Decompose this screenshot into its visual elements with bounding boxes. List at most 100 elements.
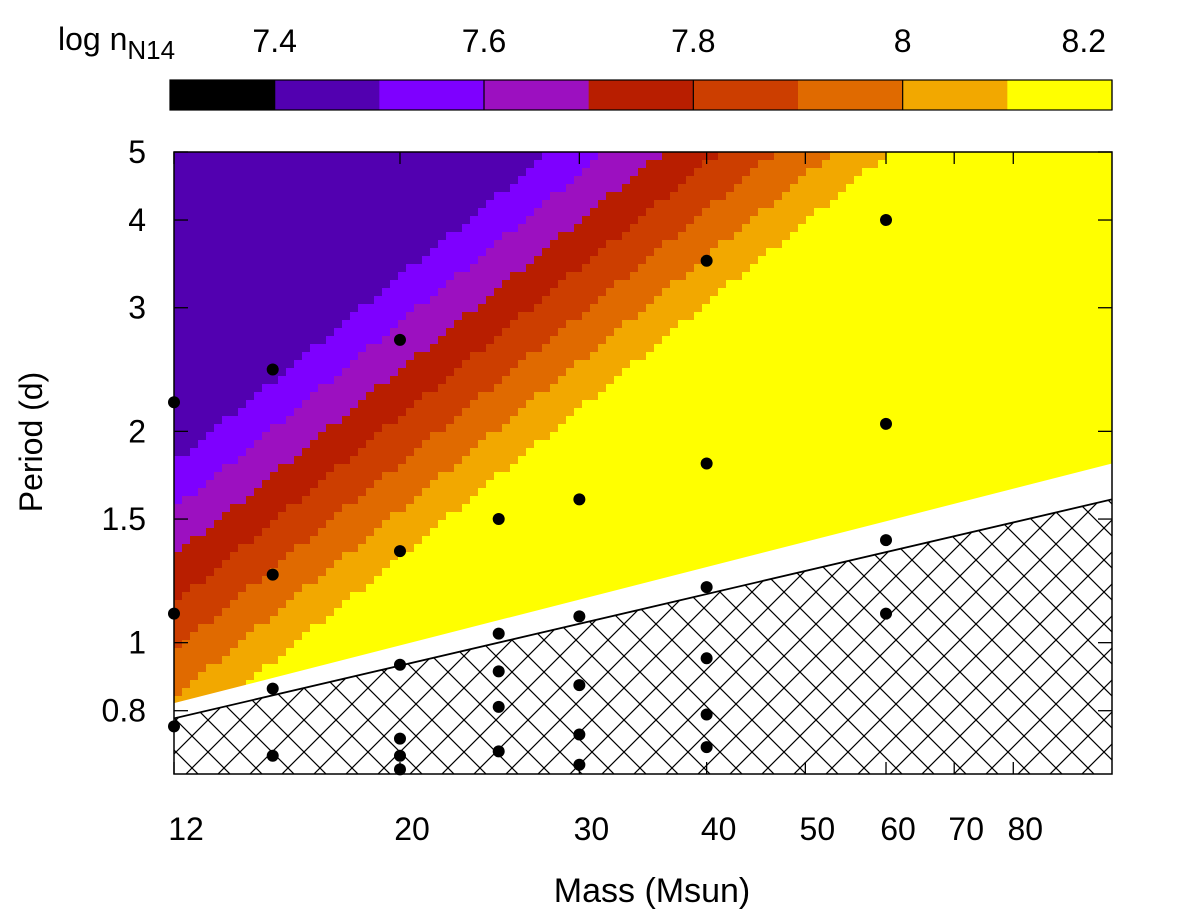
heatmap-cell bbox=[486, 400, 495, 409]
heatmap-cell bbox=[398, 416, 407, 425]
heatmap-cell bbox=[190, 256, 199, 265]
heatmap-cell bbox=[510, 496, 519, 505]
heatmap-cell bbox=[678, 296, 687, 305]
heatmap-cell bbox=[246, 432, 255, 441]
heatmap-cell bbox=[294, 168, 303, 177]
heatmap-cell bbox=[438, 352, 447, 361]
heatmap-cell bbox=[214, 296, 223, 305]
heatmap-cell bbox=[534, 336, 543, 345]
heatmap-cell bbox=[182, 664, 191, 673]
heatmap-cell bbox=[630, 368, 639, 377]
heatmap-cell bbox=[206, 656, 215, 665]
heatmap-cell bbox=[334, 280, 343, 289]
heatmap-cell bbox=[534, 240, 543, 249]
heatmap-cell bbox=[182, 232, 191, 241]
heatmap-cell bbox=[590, 456, 599, 465]
heatmap-cell bbox=[558, 168, 567, 177]
heatmap-cell bbox=[558, 568, 567, 577]
heatmap-cell bbox=[654, 240, 663, 249]
heatmap-cell bbox=[670, 368, 679, 377]
heatmap-cell bbox=[358, 624, 367, 633]
heatmap-cell bbox=[502, 456, 511, 465]
heatmap-cell bbox=[510, 416, 519, 425]
heatmap-cell bbox=[406, 544, 415, 553]
heatmap-cell bbox=[614, 344, 623, 353]
heatmap-cell bbox=[614, 216, 623, 225]
heatmap-cell bbox=[414, 272, 423, 281]
heatmap-cell bbox=[678, 408, 687, 417]
heatmap-cell bbox=[638, 216, 647, 225]
heatmap-cell bbox=[342, 440, 351, 449]
heatmap-cell bbox=[638, 408, 647, 417]
heatmap-cell bbox=[270, 592, 279, 601]
heatmap-cell bbox=[654, 376, 663, 385]
heatmap-cell bbox=[318, 576, 327, 585]
heatmap-cell bbox=[638, 368, 647, 377]
heatmap-cell bbox=[326, 400, 335, 409]
heatmap-cell bbox=[486, 608, 495, 617]
heatmap-cell bbox=[670, 464, 679, 473]
heatmap-cell bbox=[678, 320, 687, 329]
heatmap-cell bbox=[614, 568, 623, 577]
heatmap-cell bbox=[174, 152, 183, 161]
heatmap-cell bbox=[382, 512, 391, 521]
heatmap-cell bbox=[294, 336, 303, 345]
heatmap-cell bbox=[478, 344, 487, 353]
heatmap-cell bbox=[494, 296, 503, 305]
heatmap-cell bbox=[286, 568, 295, 577]
heatmap-cell bbox=[630, 448, 639, 457]
heatmap-cell bbox=[350, 448, 359, 457]
heatmap-cell bbox=[198, 448, 207, 457]
heatmap-cell bbox=[518, 336, 527, 345]
heatmap-cell bbox=[214, 648, 223, 657]
heatmap-cell bbox=[406, 240, 415, 249]
heatmap-cell bbox=[286, 448, 295, 457]
heatmap-cell bbox=[478, 616, 487, 625]
heatmap-cell bbox=[270, 672, 279, 681]
heatmap-cell bbox=[590, 520, 599, 529]
heatmap-cell bbox=[414, 592, 423, 601]
heatmap-cell bbox=[238, 392, 247, 401]
heatmap-cell bbox=[606, 464, 615, 473]
heatmap-cell bbox=[390, 528, 399, 537]
heatmap-cell bbox=[502, 560, 511, 569]
heatmap-cell bbox=[254, 504, 263, 513]
heatmap-cell bbox=[438, 184, 447, 193]
heatmap-cell bbox=[382, 344, 391, 353]
heatmap-cell bbox=[238, 536, 247, 545]
heatmap-cell bbox=[310, 584, 319, 593]
heatmap-cell bbox=[622, 224, 631, 233]
heatmap-cell bbox=[630, 184, 639, 193]
heatmap-cell bbox=[270, 472, 279, 481]
heatmap-cell bbox=[454, 256, 463, 265]
heatmap-cell bbox=[366, 496, 375, 505]
colorbar-bin-5 bbox=[693, 80, 799, 110]
heatmap-cell bbox=[302, 440, 311, 449]
heatmap-cell bbox=[550, 384, 559, 393]
heatmap-cell bbox=[358, 280, 367, 289]
heatmap-cell bbox=[342, 280, 351, 289]
heatmap-cell bbox=[550, 576, 559, 585]
heatmap-cell bbox=[270, 616, 279, 625]
heatmap-cell bbox=[310, 496, 319, 505]
heatmap-cell bbox=[574, 360, 583, 369]
heatmap-cell bbox=[334, 176, 343, 185]
heatmap-cell bbox=[542, 504, 551, 513]
heatmap-cell bbox=[550, 408, 559, 417]
heatmap-cell bbox=[190, 448, 199, 457]
heatmap-cell bbox=[446, 520, 455, 529]
heatmap-cell bbox=[238, 512, 247, 521]
heatmap-cell bbox=[286, 584, 295, 593]
heatmap-cell bbox=[214, 488, 223, 497]
heatmap-cell bbox=[270, 560, 279, 569]
heatmap-cell bbox=[302, 256, 311, 265]
heatmap-cell bbox=[374, 536, 383, 545]
heatmap-cell bbox=[214, 208, 223, 217]
heatmap-cell bbox=[326, 416, 335, 425]
heatmap-cell bbox=[318, 208, 327, 217]
heatmap-cell bbox=[270, 256, 279, 265]
heatmap-cell bbox=[486, 456, 495, 465]
heatmap-cell bbox=[302, 464, 311, 473]
heatmap-cell bbox=[182, 560, 191, 569]
heatmap-cell bbox=[622, 312, 631, 321]
